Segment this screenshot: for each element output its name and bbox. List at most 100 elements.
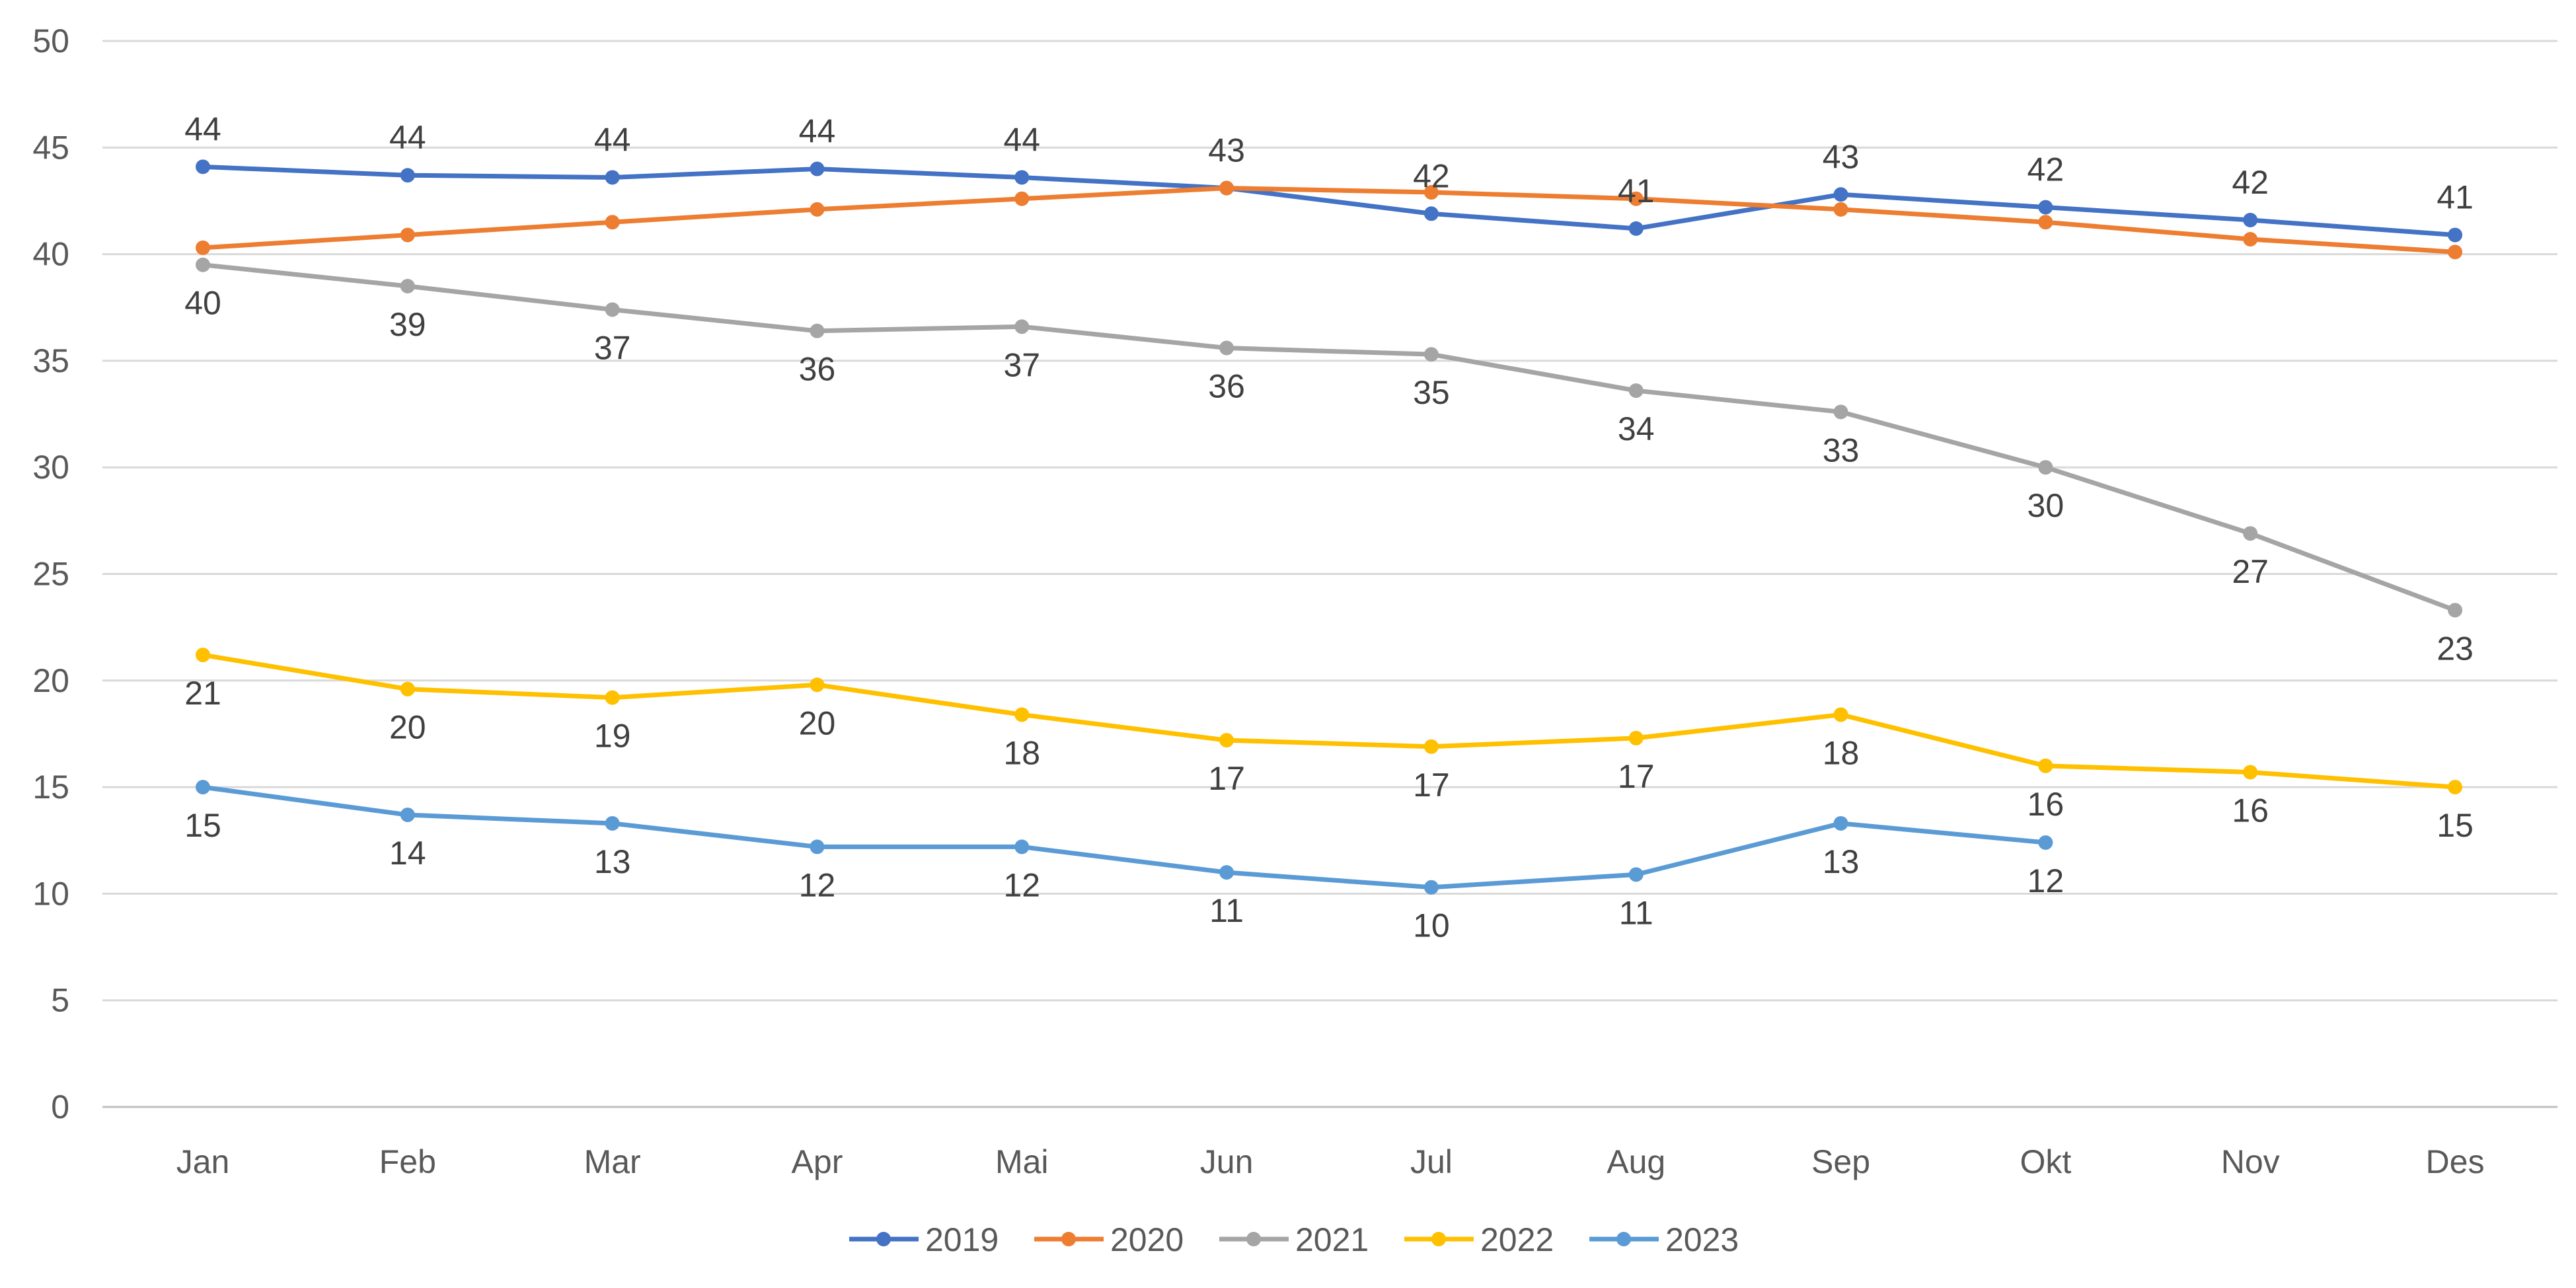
x-tick-label: Nov xyxy=(2221,1143,2280,1180)
data-label-2019: 44 xyxy=(799,113,836,150)
data-point-2023 xyxy=(1423,880,1439,895)
legend-marker-2020 xyxy=(1061,1232,1076,1246)
legend-label: 2023 xyxy=(1665,1221,1739,1258)
legend-item-2020: 2020 xyxy=(1034,1221,1184,1258)
x-tick-label: Des xyxy=(2426,1143,2485,1180)
data-label-2022: 18 xyxy=(1823,734,1860,771)
data-label-2023: 11 xyxy=(1209,892,1244,929)
series-line-2023 xyxy=(200,784,2048,890)
data-point-2022 xyxy=(1014,707,1030,722)
data-point-2020 xyxy=(1014,191,1030,206)
data-point-2023 xyxy=(1833,815,1848,831)
data-point-2020 xyxy=(196,240,210,255)
data-point-2020 xyxy=(1628,191,1644,206)
y-tick-label: 5 xyxy=(51,982,69,1019)
legend-marker-2019 xyxy=(876,1232,891,1246)
data-point-2021 xyxy=(605,302,620,317)
data-label-2019: 44 xyxy=(1003,121,1040,158)
data-label-2023: 12 xyxy=(1003,866,1040,903)
legend-item-2019: 2019 xyxy=(849,1221,999,1258)
x-axis-ticks: Jan Feb Mar Apr Mai Jun Jul Aug Sep Okt Nov Des xyxy=(176,1143,2485,1180)
y-tick-label: 25 xyxy=(32,556,69,593)
data-point-2021 xyxy=(1423,347,1439,362)
data-point-2019 xyxy=(2038,200,2053,215)
data-label-2022: 20 xyxy=(799,704,836,741)
data-label-2022: 16 xyxy=(2232,792,2269,829)
data-point-2022 xyxy=(1219,733,1234,748)
data-label-2021: 30 xyxy=(2027,487,2065,524)
data-point-2020 xyxy=(1833,202,1848,217)
data-point-2020 xyxy=(605,215,620,230)
data-label-2023: 11 xyxy=(1619,894,1653,931)
legend-marker-2022 xyxy=(1431,1232,1446,1246)
data-point-2022 xyxy=(1423,739,1439,754)
data-label-2021: 39 xyxy=(389,306,426,343)
series-2023 xyxy=(196,780,2053,895)
series-line-2022 xyxy=(200,652,2458,790)
data-label-2022: 16 xyxy=(2027,786,2065,823)
data-label-2021: 23 xyxy=(2437,630,2474,667)
series-2019 xyxy=(196,159,2462,243)
legend: 2019 2020 2021 2022 2023 xyxy=(849,1221,1739,1258)
data-point-2019 xyxy=(1628,221,1644,236)
data-label-2022: 20 xyxy=(389,709,426,746)
legend-label: 2021 xyxy=(1295,1221,1369,1258)
y-tick-label: 45 xyxy=(32,129,69,166)
data-point-2021 xyxy=(1833,404,1848,420)
data-point-2023 xyxy=(2038,835,2053,850)
data-label-2021: 37 xyxy=(1003,346,1040,383)
series-line-2020 xyxy=(200,186,2458,254)
data-label-2021: 33 xyxy=(1823,432,1860,469)
y-tick-label: 35 xyxy=(32,342,69,379)
data-point-2022 xyxy=(1628,730,1644,745)
data-point-2021 xyxy=(2243,526,2258,541)
legend-item-2021: 2021 xyxy=(1219,1221,1369,1258)
legend-label: 2022 xyxy=(1480,1221,1554,1258)
data-point-2020 xyxy=(810,202,825,217)
data-point-2023 xyxy=(1014,839,1030,854)
series-line-2019 xyxy=(200,164,2458,238)
data-point-2021 xyxy=(2038,460,2053,475)
data-point-2020 xyxy=(2243,232,2258,247)
y-tick-label: 0 xyxy=(51,1088,69,1125)
data-label-2022: 19 xyxy=(594,718,631,755)
series-2022 xyxy=(196,648,2462,795)
data-label-2022: 17 xyxy=(1413,767,1450,804)
x-tick-label: Feb xyxy=(379,1143,436,1180)
y-tick-label: 50 xyxy=(32,22,69,59)
data-point-2022 xyxy=(400,681,415,697)
data-point-2022 xyxy=(2038,758,2053,773)
data-label-2021: 35 xyxy=(1413,374,1450,411)
data-label-2022: 18 xyxy=(1003,734,1040,771)
data-label-2019: 42 xyxy=(2027,151,2065,188)
legend-item-2023: 2023 xyxy=(1589,1221,1739,1258)
data-point-2021 xyxy=(2448,603,2462,618)
legend-marker-2023 xyxy=(1616,1232,1631,1246)
data-point-2022 xyxy=(810,677,825,693)
x-tick-label: Sep xyxy=(1811,1143,1870,1180)
x-tick-label: Jan xyxy=(176,1143,230,1180)
x-tick-label: Mar xyxy=(584,1143,641,1180)
data-label-2022: 15 xyxy=(2437,807,2474,844)
data-point-2020 xyxy=(1219,180,1234,196)
x-tick-label: Aug xyxy=(1607,1143,1665,1180)
y-tick-label: 30 xyxy=(32,449,69,486)
legend-item-2022: 2022 xyxy=(1404,1221,1554,1258)
data-point-2021 xyxy=(1628,383,1644,398)
data-point-2021 xyxy=(400,278,415,293)
data-point-2023 xyxy=(1219,865,1234,880)
data-label-2019: 43 xyxy=(1208,132,1245,169)
data-point-2022 xyxy=(2448,780,2462,795)
data-point-2022 xyxy=(605,690,620,705)
data-label-2023: 14 xyxy=(389,835,426,872)
y-tick-label: 10 xyxy=(32,875,69,912)
data-point-2021 xyxy=(810,323,825,338)
data-point-2020 xyxy=(2038,215,2053,230)
data-label-2022: 21 xyxy=(184,675,221,712)
data-label-2019: 43 xyxy=(1823,138,1860,175)
data-label-2023: 13 xyxy=(1823,843,1860,880)
data-label-2023: 12 xyxy=(2027,862,2065,899)
data-point-2023 xyxy=(605,815,620,831)
data-point-2019 xyxy=(2243,212,2258,227)
data-label-2019: 41 xyxy=(1618,172,1655,209)
